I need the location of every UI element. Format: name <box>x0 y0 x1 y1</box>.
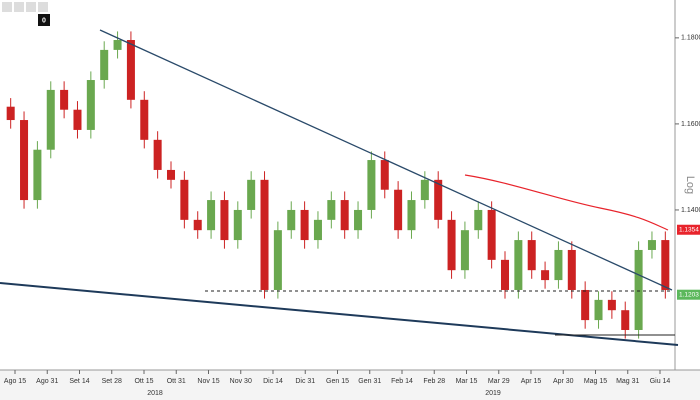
candle-body <box>6 106 15 121</box>
candle-body <box>247 179 256 210</box>
candle-body <box>621 310 630 330</box>
candle-body <box>220 200 229 241</box>
x-tick-label: Mar 29 <box>488 378 510 385</box>
candle-body <box>33 149 42 201</box>
candle-body <box>73 109 82 130</box>
candle-body <box>460 230 469 271</box>
price-marker <box>677 289 700 300</box>
x-tick-label: Nov 30 <box>230 378 252 385</box>
candle-body <box>581 289 590 321</box>
x-tick-label: Feb 28 <box>423 378 445 385</box>
candle-body <box>380 160 389 190</box>
candle-body <box>447 219 456 271</box>
candle-body <box>233 209 242 241</box>
candle-body <box>193 219 202 231</box>
toolbar-badge-label: 0 <box>42 17 46 24</box>
time-axis <box>0 370 700 400</box>
candle-body <box>500 259 510 290</box>
annotations <box>0 29 679 346</box>
tool-icon[interactable] <box>2 2 12 12</box>
x-tick-label: Dic 14 <box>263 378 283 385</box>
candle-body <box>207 200 216 231</box>
candle-body <box>86 80 95 130</box>
x-tick-label: Ago 31 <box>36 378 58 385</box>
tool-icon[interactable] <box>14 2 24 12</box>
candle-body <box>153 139 162 170</box>
candle-body <box>420 179 429 201</box>
candle-body <box>313 219 322 241</box>
price-marker-label: 1.1354 <box>679 226 699 233</box>
candle-body <box>567 249 576 290</box>
candle-body <box>287 209 296 231</box>
price-marker <box>677 224 700 235</box>
candle-body <box>300 209 309 241</box>
x-tick-label: Dic 31 <box>295 378 315 385</box>
x-tick-label: Apr 15 <box>521 378 542 385</box>
candle-body <box>661 240 670 290</box>
price-marker-label: 1.1203 <box>679 291 699 298</box>
candle-body <box>180 179 189 220</box>
scale-label[interactable]: Log <box>684 176 696 194</box>
x-tick-label: Mag 15 <box>584 378 607 385</box>
x-tick-label: Giu 14 <box>650 378 671 385</box>
x-tick-label: Set 28 <box>102 378 122 385</box>
candle-body <box>20 120 29 201</box>
candle-body <box>367 160 376 210</box>
candle-body <box>647 240 656 250</box>
candle-body <box>273 230 282 290</box>
x-tick-label: Set 14 <box>69 378 89 385</box>
candle-body <box>327 200 336 220</box>
candle-body <box>554 249 563 281</box>
x-tick-label: Mag 31 <box>616 378 639 385</box>
candle-body <box>166 169 176 180</box>
x-tick-label: Ago 15 <box>4 378 26 385</box>
tool-icon[interactable] <box>26 2 36 12</box>
candle-body <box>527 240 536 271</box>
trend-line <box>99 29 673 291</box>
y-tick-label: 1.1600 <box>681 121 700 128</box>
tool-icon[interactable] <box>38 2 48 12</box>
candle-body <box>487 209 496 260</box>
year-label: 2019 <box>485 390 501 397</box>
candle-body <box>434 179 443 220</box>
x-tick-label: Gen 15 <box>326 378 349 385</box>
candle-body <box>541 270 550 281</box>
candle-body <box>100 49 109 81</box>
x-tick-label: Ott 15 <box>134 378 153 385</box>
candle-body <box>354 209 363 231</box>
candle-body <box>46 89 55 150</box>
toolbar: 0 <box>2 2 50 26</box>
candle-body <box>140 99 149 140</box>
x-tick-label: Nov 15 <box>197 378 219 385</box>
year-label: 2018 <box>147 390 163 397</box>
moving-average <box>464 174 669 231</box>
x-tick-label: Feb 14 <box>391 378 413 385</box>
toolbar-badge[interactable] <box>38 14 50 26</box>
x-tick-label: Ott 31 <box>167 378 186 385</box>
candle-body <box>607 299 616 311</box>
x-tick-label: Apr 30 <box>553 378 574 385</box>
candle-body <box>594 299 603 321</box>
candle-body <box>260 179 269 290</box>
candle-body <box>634 249 643 330</box>
candle-body <box>113 40 122 50</box>
x-tick-label: Mar 15 <box>456 378 478 385</box>
candle-body <box>514 240 523 290</box>
candle-body <box>60 89 69 110</box>
candle-body <box>340 200 349 231</box>
candle-body <box>474 209 483 231</box>
candle-body <box>126 40 135 100</box>
y-tick-label: 1.1800 <box>681 35 700 42</box>
x-tick-label: Gen 31 <box>358 378 381 385</box>
candle-body <box>394 189 403 231</box>
candle-body <box>407 200 416 231</box>
y-tick-label: 1.1400 <box>681 207 700 214</box>
